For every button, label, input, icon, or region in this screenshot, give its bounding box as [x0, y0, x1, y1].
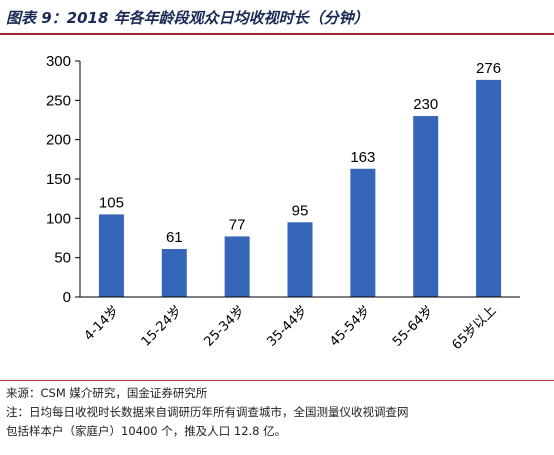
- data-label-4: 95: [292, 202, 309, 219]
- footnote-line-2: 包括样本户（家庭户）10400 个，推及人口 12.8 亿。: [6, 424, 287, 438]
- bar-7: [476, 79, 502, 297]
- y-tick-label: 250: [46, 92, 71, 109]
- y-tick-label: 0: [63, 289, 71, 306]
- y-tick-label: 100: [46, 210, 71, 227]
- bar-4: [287, 222, 313, 297]
- data-label-2: 61: [166, 229, 183, 246]
- y-axis: 0 50 100 150 200 250 300: [46, 53, 81, 306]
- bar-chart: 0 50 100 150 200 250 300 105 61 77 95 163 230 276 4-…: [46, 53, 520, 353]
- x-axis: 4-14岁 15-24岁 25-34岁 35-44岁 45-54岁 55-64岁 65岁以上: [80, 296, 520, 353]
- bars: [98, 79, 502, 297]
- y-tick-label: 300: [46, 53, 71, 70]
- x-tick-label-7: 65岁以上: [450, 303, 500, 353]
- title-divider: [0, 33, 554, 35]
- data-label-3: 77: [229, 216, 246, 233]
- data-label-7: 276: [476, 60, 501, 77]
- data-label-6: 230: [413, 96, 438, 113]
- bar-2: [161, 249, 187, 297]
- data-label-1: 105: [99, 194, 124, 211]
- x-tick-label-3: 25-34岁: [201, 303, 248, 350]
- figure-footer: 来源：CSM 媒介研究，国金证券研究所 注：日均每日收视时长数据来自调研历年所有…: [6, 384, 548, 441]
- y-tick-label: 50: [54, 250, 71, 267]
- footer-divider: [0, 380, 554, 381]
- x-tick-label-4: 35-44岁: [264, 303, 311, 350]
- figure-title: 图表 9：2018 年各年龄段观众日均收视时长（分钟）: [6, 9, 369, 27]
- x-tick-label-2: 15-24岁: [139, 303, 186, 350]
- y-tick-label: 150: [46, 171, 71, 188]
- data-label-5: 163: [350, 149, 375, 166]
- y-tick-label: 200: [46, 132, 71, 149]
- bar-5: [350, 168, 376, 297]
- x-tick-label-5: 45-54岁: [327, 303, 374, 350]
- bar-6: [413, 116, 439, 297]
- x-tick-label-6: 55-64岁: [390, 303, 437, 350]
- bar-1: [98, 214, 124, 297]
- footnote-line-1: 注：日均每日收视时长数据来自调研历年所有调查城市，全国测量仪收视调查网: [6, 405, 409, 419]
- data-labels: 105 61 77 95 163 230 276: [99, 60, 501, 246]
- x-tick-label-1: 4-14岁: [82, 303, 123, 344]
- bar-3: [224, 236, 250, 297]
- source-note: 来源：CSM 媒介研究，国金证券研究所: [6, 386, 208, 400]
